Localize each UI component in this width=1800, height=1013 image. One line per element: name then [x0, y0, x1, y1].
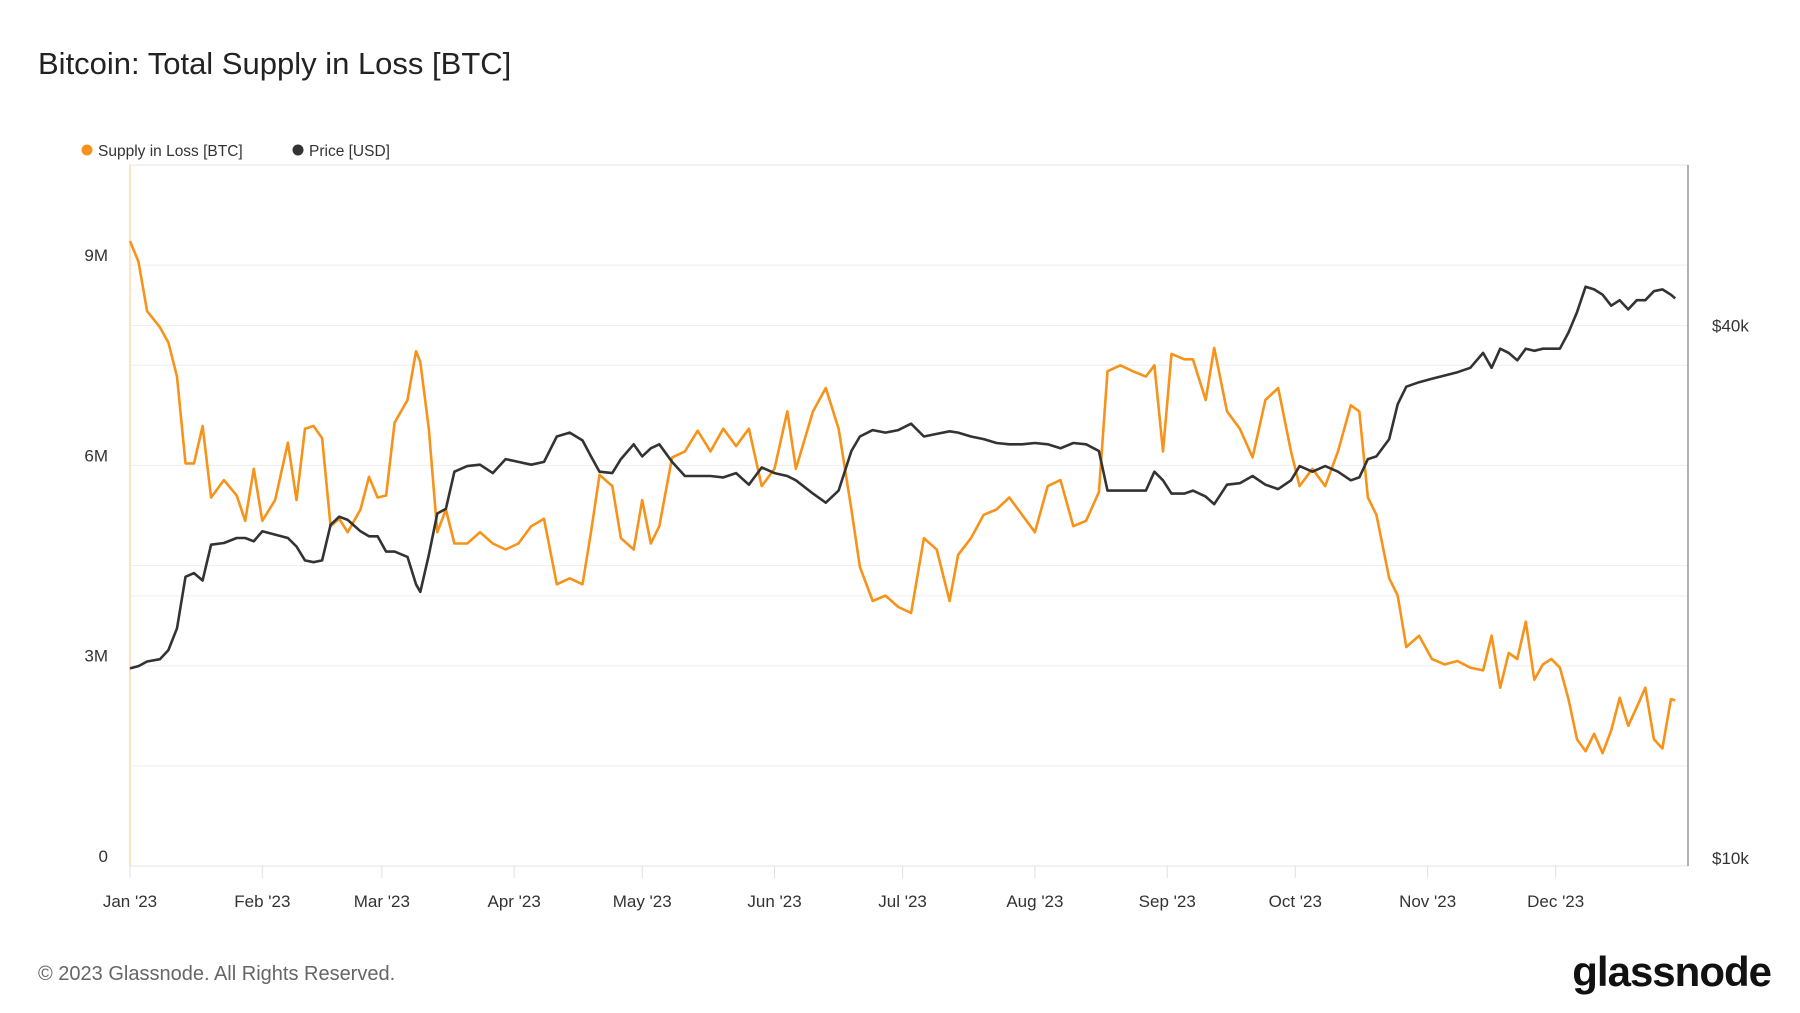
x-tick-label: Feb '23	[234, 892, 290, 911]
chart-title: Bitcoin: Total Supply in Loss [BTC]	[38, 46, 511, 81]
legend-label-price: Price [USD]	[309, 143, 390, 160]
x-axis: Jan '23 Feb '23 Mar '23 Apr '23 May '23 Jun '…	[103, 866, 1584, 911]
x-tick-label: Aug '23	[1006, 892, 1063, 911]
legend-label-supply: Supply in Loss [BTC]	[98, 143, 243, 160]
x-tick-label: Sep '23	[1139, 892, 1196, 911]
legend-marker-supply	[81, 144, 93, 156]
x-tick-label: Mar '23	[354, 892, 410, 911]
legend: Supply in Loss [BTC] Price [USD]	[81, 143, 390, 160]
series-line-supply-in-loss	[128, 240, 1676, 755]
y-axis-left: 0 3M 6M 9M	[84, 246, 108, 866]
legend-item-price[interactable]: Price [USD]	[292, 143, 390, 160]
copyright: © 2023 Glassnode. All Rights Reserved.	[38, 963, 395, 985]
y-right-tick-label: $40k	[1712, 317, 1749, 336]
y-left-tick-label: 6M	[84, 446, 108, 465]
y-axis-right: $10k $40k	[1712, 317, 1749, 868]
legend-item-supply[interactable]: Supply in Loss [BTC]	[81, 143, 243, 160]
x-tick-label: Jun '23	[747, 892, 801, 911]
legend-marker-price	[292, 144, 304, 156]
x-tick-label: Apr '23	[487, 892, 540, 911]
x-tick-label: Jul '23	[878, 892, 927, 911]
y-right-tick-label: $10k	[1712, 849, 1749, 868]
x-tick-label: Dec '23	[1527, 892, 1584, 911]
series-line-price	[129, 285, 1677, 670]
y-left-tick-label: 9M	[84, 246, 108, 265]
x-tick-label: Oct '23	[1269, 892, 1322, 911]
y-left-tick-label: 0	[99, 847, 108, 866]
x-tick-label: May '23	[613, 892, 672, 911]
glassnode-logo: glassnode	[1572, 948, 1771, 995]
y-left-tick-label: 3M	[84, 647, 108, 666]
plot-frame	[129, 164, 1689, 867]
x-tick-label: Jan '23	[103, 892, 157, 911]
gridlines	[130, 264, 1688, 767]
x-tick-label: Nov '23	[1399, 892, 1456, 911]
